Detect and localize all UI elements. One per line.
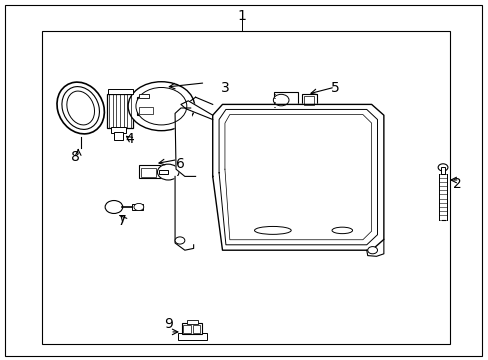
Bar — [108, 89, 132, 94]
Polygon shape — [175, 108, 195, 176]
Bar — [111, 127, 126, 133]
Bar — [273, 92, 298, 108]
Text: 1: 1 — [237, 9, 246, 23]
Polygon shape — [175, 176, 193, 250]
Bar — [114, 132, 122, 140]
Text: 5: 5 — [330, 81, 339, 95]
Bar — [106, 94, 133, 128]
Text: 3: 3 — [220, 81, 229, 95]
Polygon shape — [366, 239, 383, 256]
Text: 6: 6 — [176, 157, 185, 171]
Ellipse shape — [57, 82, 104, 134]
Bar — [440, 167, 445, 174]
Circle shape — [367, 247, 377, 254]
Text: 9: 9 — [164, 317, 173, 331]
Ellipse shape — [331, 227, 352, 234]
Bar — [175, 176, 185, 250]
Circle shape — [128, 82, 194, 131]
Ellipse shape — [62, 87, 99, 129]
Text: 4: 4 — [125, 132, 134, 145]
Bar — [178, 333, 206, 340]
Bar — [302, 94, 316, 106]
Circle shape — [136, 87, 186, 125]
Bar — [139, 107, 152, 114]
Bar — [183, 325, 191, 333]
Circle shape — [134, 203, 143, 211]
Circle shape — [157, 164, 179, 180]
Bar — [139, 94, 149, 98]
Bar — [303, 96, 314, 105]
Bar — [137, 97, 155, 115]
Polygon shape — [181, 101, 212, 120]
Bar — [159, 170, 168, 174]
Ellipse shape — [254, 226, 290, 234]
Bar — [41, 31, 449, 344]
Polygon shape — [212, 104, 383, 250]
Ellipse shape — [67, 91, 94, 125]
Text: 8: 8 — [71, 150, 80, 163]
Circle shape — [437, 164, 447, 171]
Bar — [186, 320, 197, 324]
Circle shape — [105, 201, 122, 213]
Circle shape — [175, 237, 184, 244]
Text: 2: 2 — [452, 177, 461, 190]
Circle shape — [273, 94, 288, 106]
Bar — [182, 323, 202, 334]
Bar — [141, 168, 155, 177]
Text: 7: 7 — [118, 215, 126, 228]
Bar — [132, 204, 142, 210]
Bar — [139, 165, 160, 178]
Bar — [192, 325, 200, 333]
